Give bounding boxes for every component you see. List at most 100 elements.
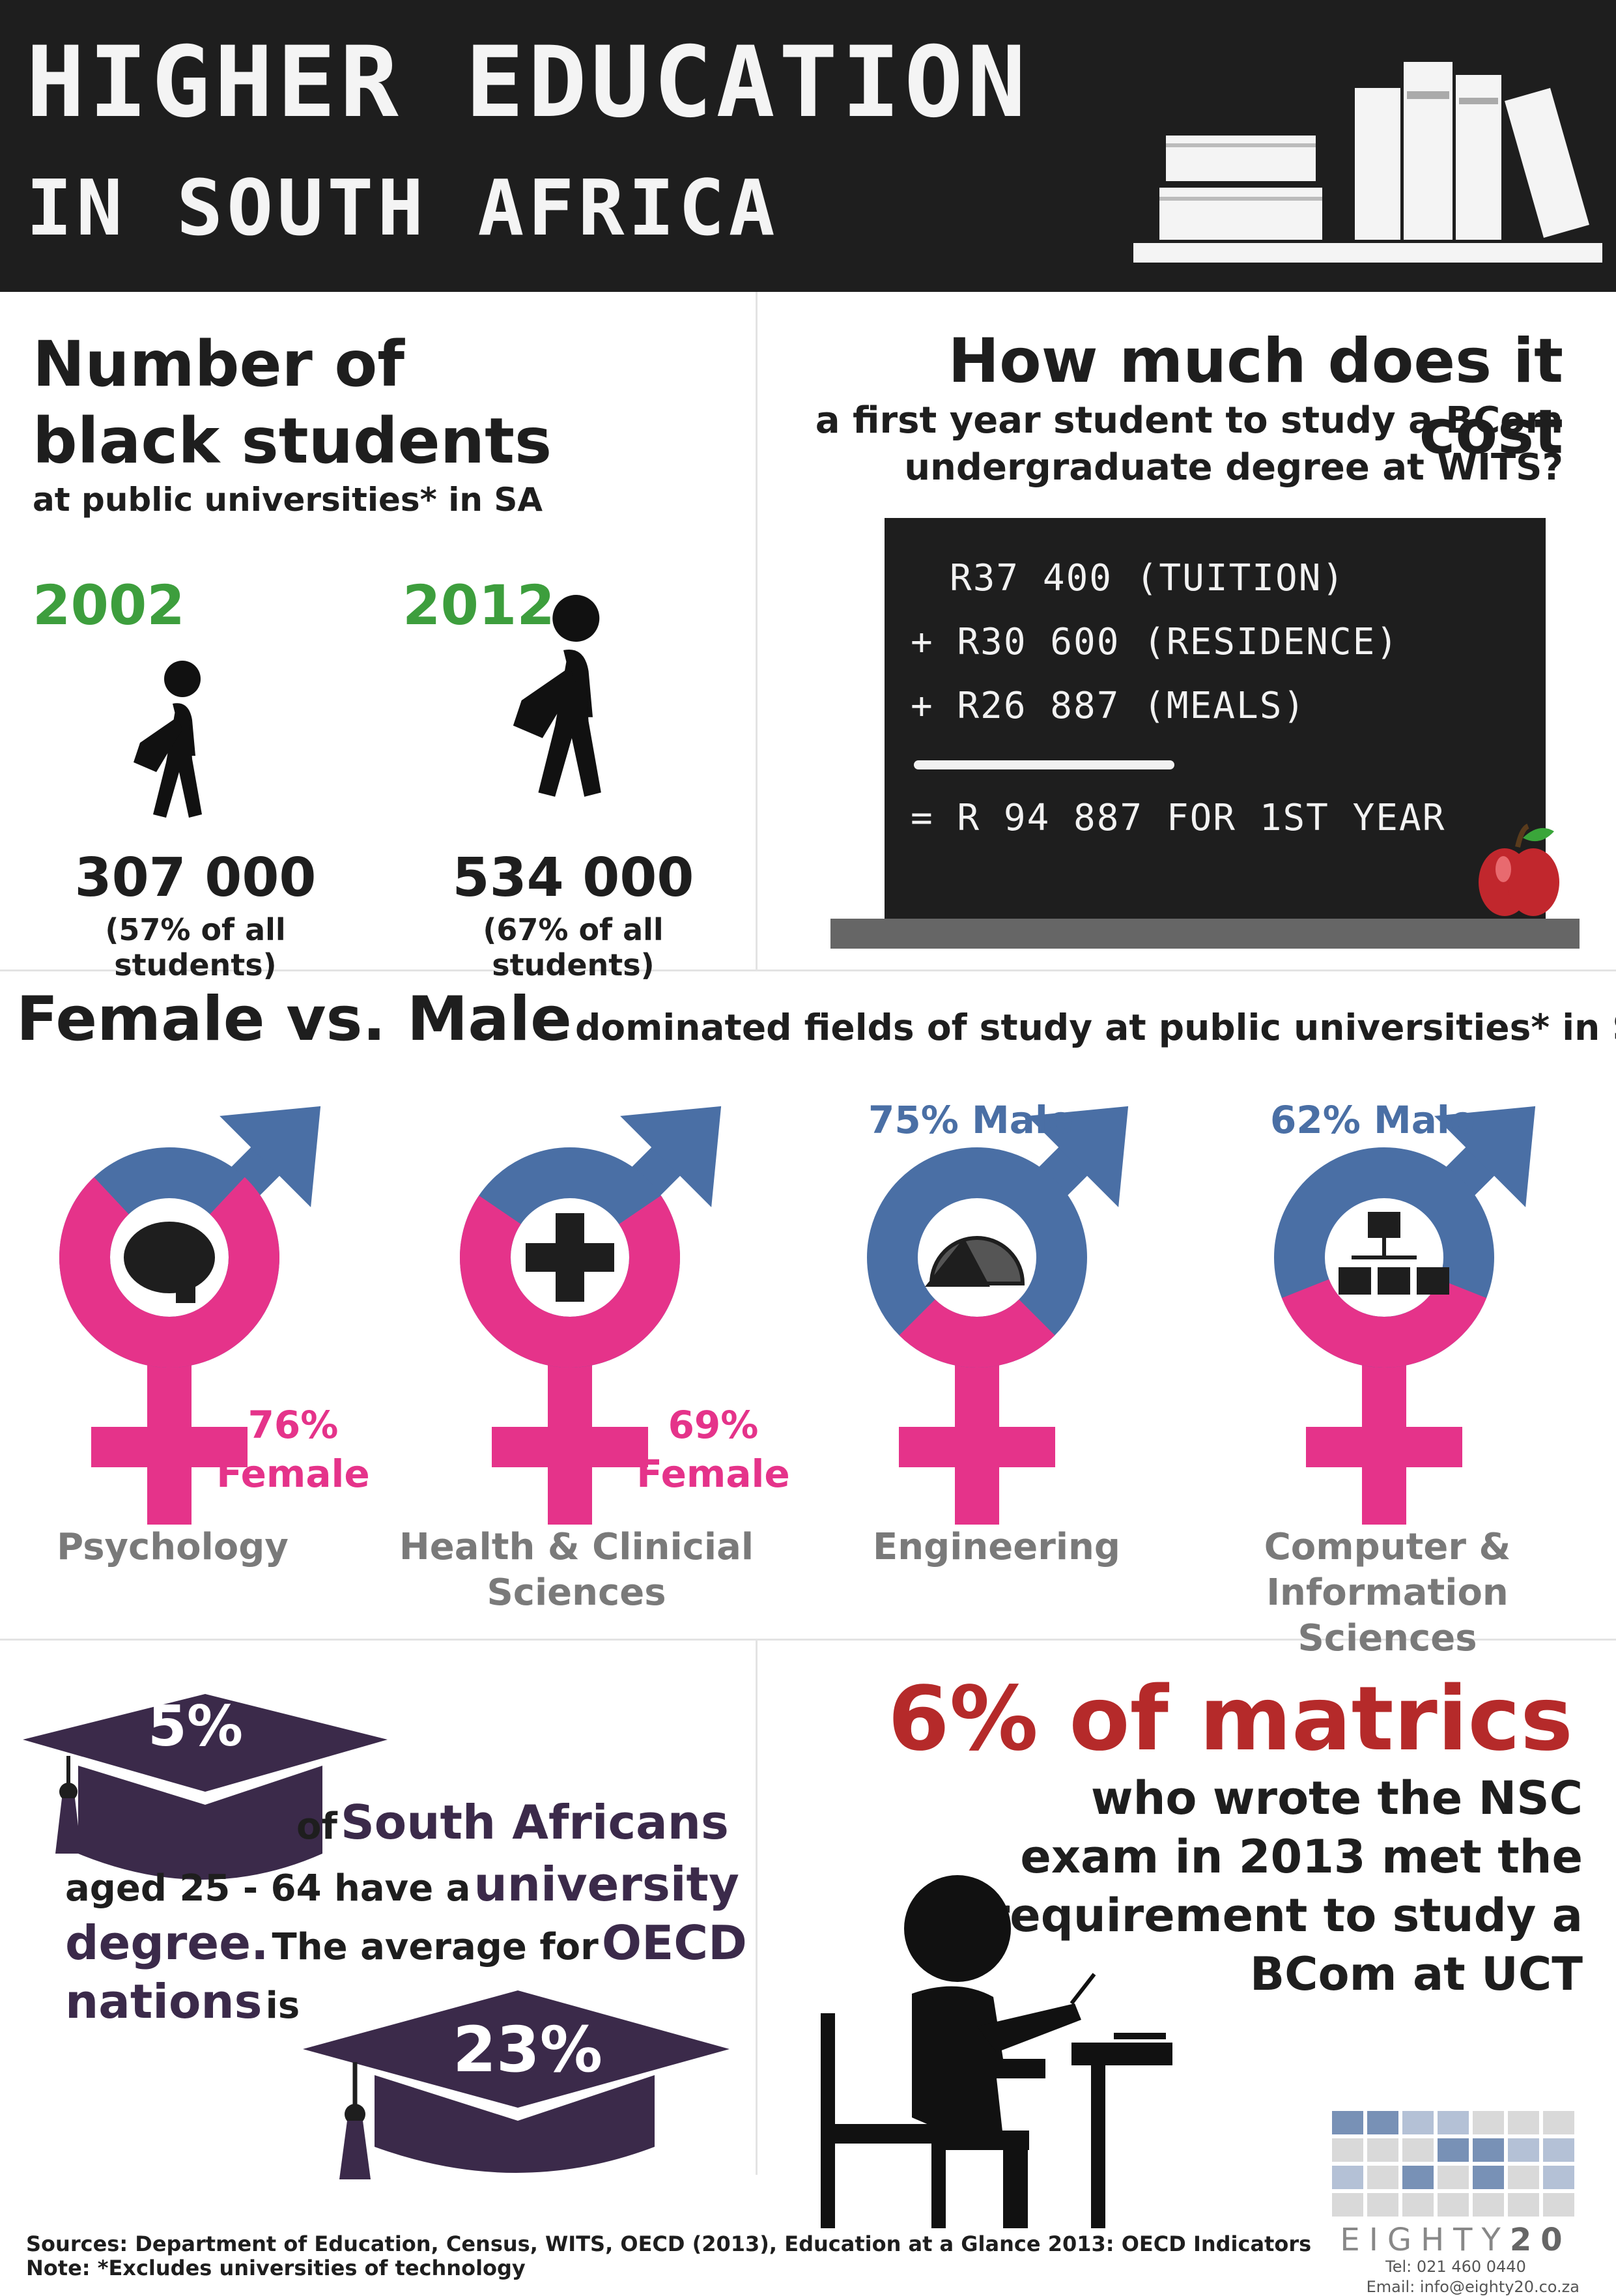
brain-icon <box>124 1222 215 1293</box>
field-label-engineering: 75% Male <box>868 1098 1074 1142</box>
students-subtitle: at public universities* in SA <box>33 481 543 519</box>
network-node <box>1339 1267 1371 1295</box>
female-cross-bar <box>899 1427 1055 1467</box>
logo-square <box>1438 2193 1469 2217</box>
field-label-psychology: 76% Female <box>216 1403 370 1496</box>
logo-square <box>1402 2193 1434 2217</box>
network-node <box>1378 1267 1410 1295</box>
logo-square <box>1438 2111 1469 2134</box>
logo-square <box>1473 2111 1504 2134</box>
count-2002: 307 000 <box>74 847 317 909</box>
degree-line-3: degree. The average for OECD <box>65 1916 747 1970</box>
female-ring-segment <box>899 1299 1055 1368</box>
logo-square <box>1438 2138 1469 2162</box>
logo-square <box>1473 2193 1504 2217</box>
male-arrow-head <box>1434 1106 1536 1207</box>
share-2002: (57% of all students) <box>105 912 286 983</box>
bookshelf-icon <box>1133 62 1602 263</box>
field-name-computer: Computer & Information Sciences <box>1264 1526 1511 1659</box>
cost-tuition: R37 400 (TUITION) <box>950 557 1346 599</box>
matrics-text: who wrote the NSC exam in 2013 met the r… <box>987 1772 1583 2001</box>
male-arrow-head <box>620 1106 722 1207</box>
female-cross-bar <box>91 1427 248 1467</box>
cost-title: How much does it cost <box>948 326 1564 468</box>
header-banner: HIGHER EDUCATION IN SOUTH AFRICA <box>0 0 1616 292</box>
chalk-underline <box>914 760 1174 769</box>
network-node <box>1417 1267 1449 1295</box>
logo-square <box>1508 2193 1539 2217</box>
oecd-percent: 23% <box>453 2013 602 2086</box>
logo-square <box>1508 2111 1539 2134</box>
logo-square <box>1367 2166 1398 2189</box>
logo-square <box>1473 2166 1504 2189</box>
logo-square <box>1332 2166 1363 2189</box>
apple-icon <box>1479 824 1559 916</box>
graduation-cap-icon <box>23 1694 388 1880</box>
chalkboard-ledge <box>830 919 1580 949</box>
degree-line-4: nations is <box>65 1974 300 2029</box>
share-2012: (67% of all students) <box>483 912 664 983</box>
degree-line-1: of South Africans <box>296 1795 729 1850</box>
field-name-engineering: Engineering <box>873 1526 1120 1568</box>
divider-vertical-top <box>756 292 758 969</box>
page-subtitle: IN SOUTH AFRICA <box>26 163 779 253</box>
logo-square <box>1402 2111 1434 2134</box>
divider-horizontal-1 <box>0 969 1616 971</box>
degree-line-2: aged 25 - 64 have a university <box>65 1857 739 1912</box>
logo-square <box>1543 2166 1574 2189</box>
logo-square <box>1367 2111 1398 2134</box>
year-2012: 2012 <box>403 573 555 637</box>
field-label-health: 69% Female <box>636 1403 790 1496</box>
logo-square <box>1402 2166 1434 2189</box>
logo-square <box>1508 2166 1539 2189</box>
page-title: HIGHER EDUCATION <box>26 26 1030 139</box>
male-arrow-head <box>220 1106 321 1207</box>
students-title: Number of black students <box>33 328 552 478</box>
cost-residence: + R30 600 (RESIDENCE) <box>911 621 1400 663</box>
eighty20-logo-grid <box>1332 2111 1574 2217</box>
cost-subtitle: a first year student to study a BCom und… <box>815 399 1563 489</box>
network-icon <box>1368 1212 1400 1238</box>
cost-total: = R 94 887 FOR 1ST YEAR <box>911 797 1446 839</box>
walking-student-icon <box>134 661 202 818</box>
logo-square <box>1332 2138 1363 2162</box>
medical-cross-bar <box>526 1243 614 1272</box>
female-ring-segment <box>460 1196 680 1368</box>
logo-square <box>1543 2138 1574 2162</box>
brand-tel: Tel: 021 460 0440 <box>1385 2258 1526 2276</box>
chalkboard: R37 400 (TUITION) + R30 600 (RESIDENCE) … <box>885 518 1546 922</box>
logo-square <box>1367 2193 1398 2217</box>
gender-title: Female vs. Male dominated fields of stud… <box>16 984 1616 1055</box>
brain-stem <box>176 1280 195 1303</box>
walking-student-icon-large <box>513 595 601 797</box>
female-ring-segment <box>59 1177 279 1368</box>
field-name-psychology: Psychology <box>57 1526 289 1568</box>
student-at-desk-icon <box>821 1875 1172 2228</box>
logo-square <box>1543 2111 1574 2134</box>
note-text: Note: *Excludes universities of technolo… <box>26 2256 526 2280</box>
set-square-icon <box>925 1238 990 1287</box>
logo-square <box>1543 2193 1574 2217</box>
year-2002: 2002 <box>33 573 185 637</box>
divider-vertical-bottom <box>756 1641 758 2175</box>
sources-text: Sources: Department of Education, Census… <box>26 2231 1312 2256</box>
divider-horizontal-2 <box>0 1639 1616 1641</box>
logo-square <box>1473 2138 1504 2162</box>
count-2012: 534 000 <box>452 847 694 909</box>
field-name-health: Health & Clinicial Sciences <box>399 1526 754 1614</box>
female-cross-bar <box>492 1427 648 1467</box>
female-cross-bar <box>1306 1427 1462 1467</box>
brand-wordmark: EIGHTY20 <box>1340 2222 1572 2258</box>
female-ring-segment <box>1281 1278 1487 1368</box>
gender-symbols <box>59 1106 1536 1525</box>
field-label-computer: 62% Male <box>1270 1098 1476 1142</box>
male-arrow-head <box>1027 1106 1129 1207</box>
logo-square <box>1402 2138 1434 2162</box>
logo-square <box>1367 2138 1398 2162</box>
matrics-headline: 6% of matrics <box>888 1668 1573 1771</box>
logo-square <box>1438 2166 1469 2189</box>
brand-email: Email: info@eighty20.co.za <box>1366 2278 1580 2296</box>
cost-meals: + R26 887 (MEALS) <box>911 685 1307 727</box>
logo-square <box>1332 2193 1363 2217</box>
sa-percent: 5% <box>147 1694 243 1759</box>
